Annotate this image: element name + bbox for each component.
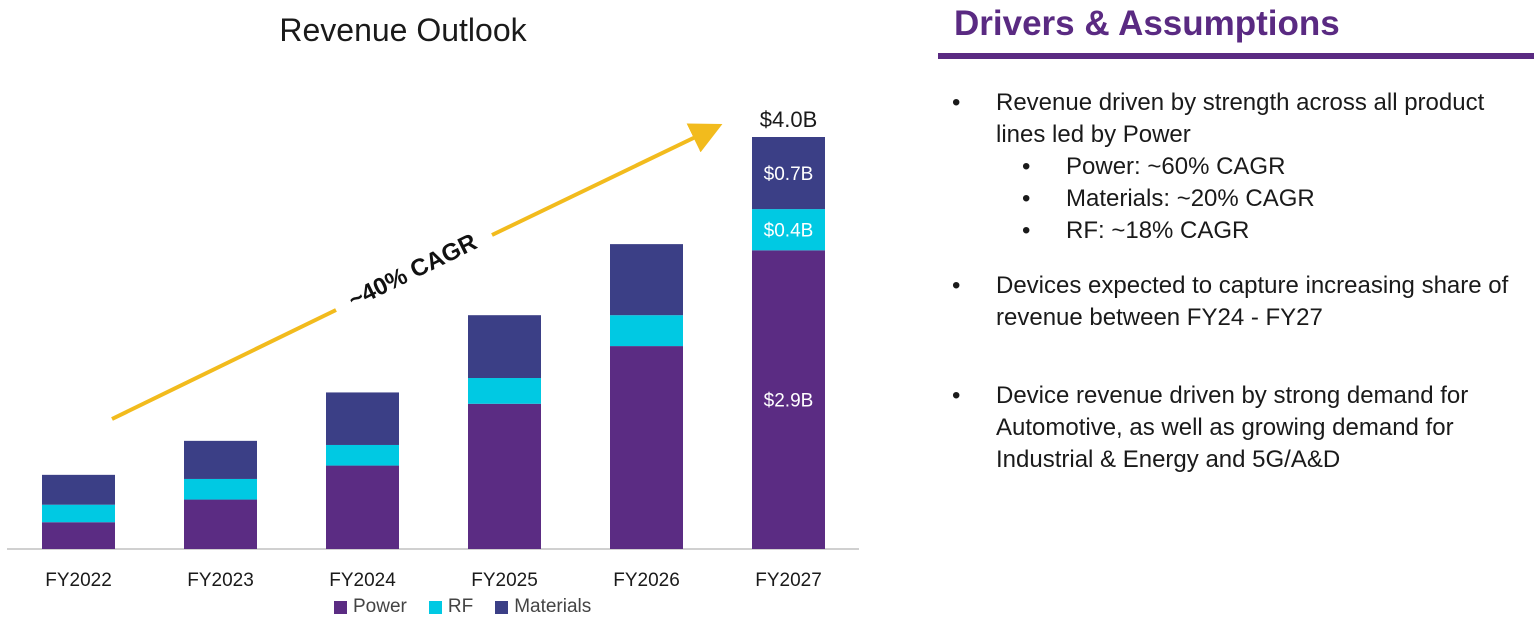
sub-bullet-text: Power: ~60% CAGR (1066, 153, 1286, 180)
legend-item-rf: RF (428, 596, 474, 618)
revenue-chart: Revenue Outlook FY2022 FY2023 FY2024 FY2025… (7, 12, 859, 618)
bar-power-fy2026 (610, 346, 683, 549)
bar-rf-fy2022 (42, 504, 115, 523)
bar-power-fy2024 (326, 465, 399, 549)
bar-rf-fy2026 (610, 315, 683, 347)
driver-bullet: • Device revenue driven by strong demand… (952, 380, 1516, 476)
bar-power-fy2022 (42, 522, 115, 549)
legend-swatch (428, 600, 442, 614)
data-label-rf: $0.4B (764, 221, 814, 242)
bar-materials-fy2024 (326, 392, 399, 445)
bar-materials-fy2025 (468, 315, 541, 379)
legend-item-power: Power (334, 596, 407, 618)
data-label-power: $2.9B (764, 391, 814, 412)
x-tick-label: FY2025 (471, 570, 538, 591)
bullet-text: Device revenue driven by strong demand f… (996, 382, 1469, 473)
total-label: $4.0B (760, 107, 818, 132)
title-underline (938, 53, 1534, 59)
sub-bullet: • Materials: ~20% CAGR (1022, 183, 1315, 215)
drivers-panel: Drivers & Assumptions • Revenue driven b… (938, 0, 1534, 641)
x-tick-label: FY2022 (45, 570, 112, 591)
x-tick-label: FY2024 (329, 570, 396, 591)
cagr-arrow-tail (111, 308, 337, 421)
bullet-dot-icon: • (1022, 153, 1031, 180)
bullet-dot-icon: • (1022, 217, 1031, 244)
legend-swatch (495, 600, 509, 614)
cagr-arrow-head (491, 123, 723, 237)
bullet-text: Revenue driven by strength across all pr… (996, 89, 1485, 148)
x-tick-label: FY2023 (187, 570, 254, 591)
sub-bullet-text: RF: ~18% CAGR (1066, 217, 1250, 244)
bar-power-fy2023 (184, 499, 257, 549)
chart-legend: Power RF Materials (334, 596, 591, 618)
bullet-dot-icon: • (1022, 185, 1031, 212)
legend-swatch (334, 600, 347, 614)
legend-label: RF (447, 596, 474, 617)
bar-materials-fy2026 (610, 244, 683, 316)
bar-rf-fy2027 (752, 209, 825, 251)
bar-power-fy2025 (468, 403, 541, 549)
sub-bullet: • Power: ~60% CAGR (1022, 151, 1286, 183)
bar-power-fy2027 (752, 250, 825, 550)
bullet-dot-icon: • (952, 89, 961, 116)
driver-bullet: • Devices expected to capture increasing… (952, 270, 1516, 334)
drivers-title: Drivers & Assumptions (954, 4, 1340, 43)
bar-materials-fy2023 (184, 440, 257, 479)
x-tick-label: FY2026 (613, 570, 680, 591)
bar-rf-fy2025 (468, 378, 541, 404)
legend-label: Materials (514, 596, 592, 617)
bullet-text: Devices expected to capture increasing s… (996, 272, 1509, 331)
driver-bullet: • Revenue driven by strength across all … (952, 87, 1516, 151)
bar-rf-fy2024 (326, 444, 399, 466)
bullet-dot-icon: • (952, 272, 961, 299)
bar-materials-fy2027 (752, 137, 825, 210)
legend-item-materials: Materials (495, 596, 591, 618)
legend-label: Power (353, 596, 407, 617)
bar-rf-fy2023 (184, 478, 257, 500)
chart-title: Revenue Outlook (279, 12, 527, 48)
bullet-dot-icon: • (952, 382, 961, 409)
cagr-annotation: ~40% CAGR (344, 229, 481, 314)
data-label-materials: $0.7B (764, 164, 814, 185)
sub-bullet: • RF: ~18% CAGR (1022, 215, 1250, 247)
x-tick-label: FY2027 (755, 570, 822, 591)
bar-materials-fy2022 (42, 474, 115, 505)
sub-bullet-text: Materials: ~20% CAGR (1066, 185, 1315, 212)
chart-plot: FY2022 FY2023 FY2024 FY2025 FY2026 $2.9B $0.4B… (7, 107, 859, 591)
